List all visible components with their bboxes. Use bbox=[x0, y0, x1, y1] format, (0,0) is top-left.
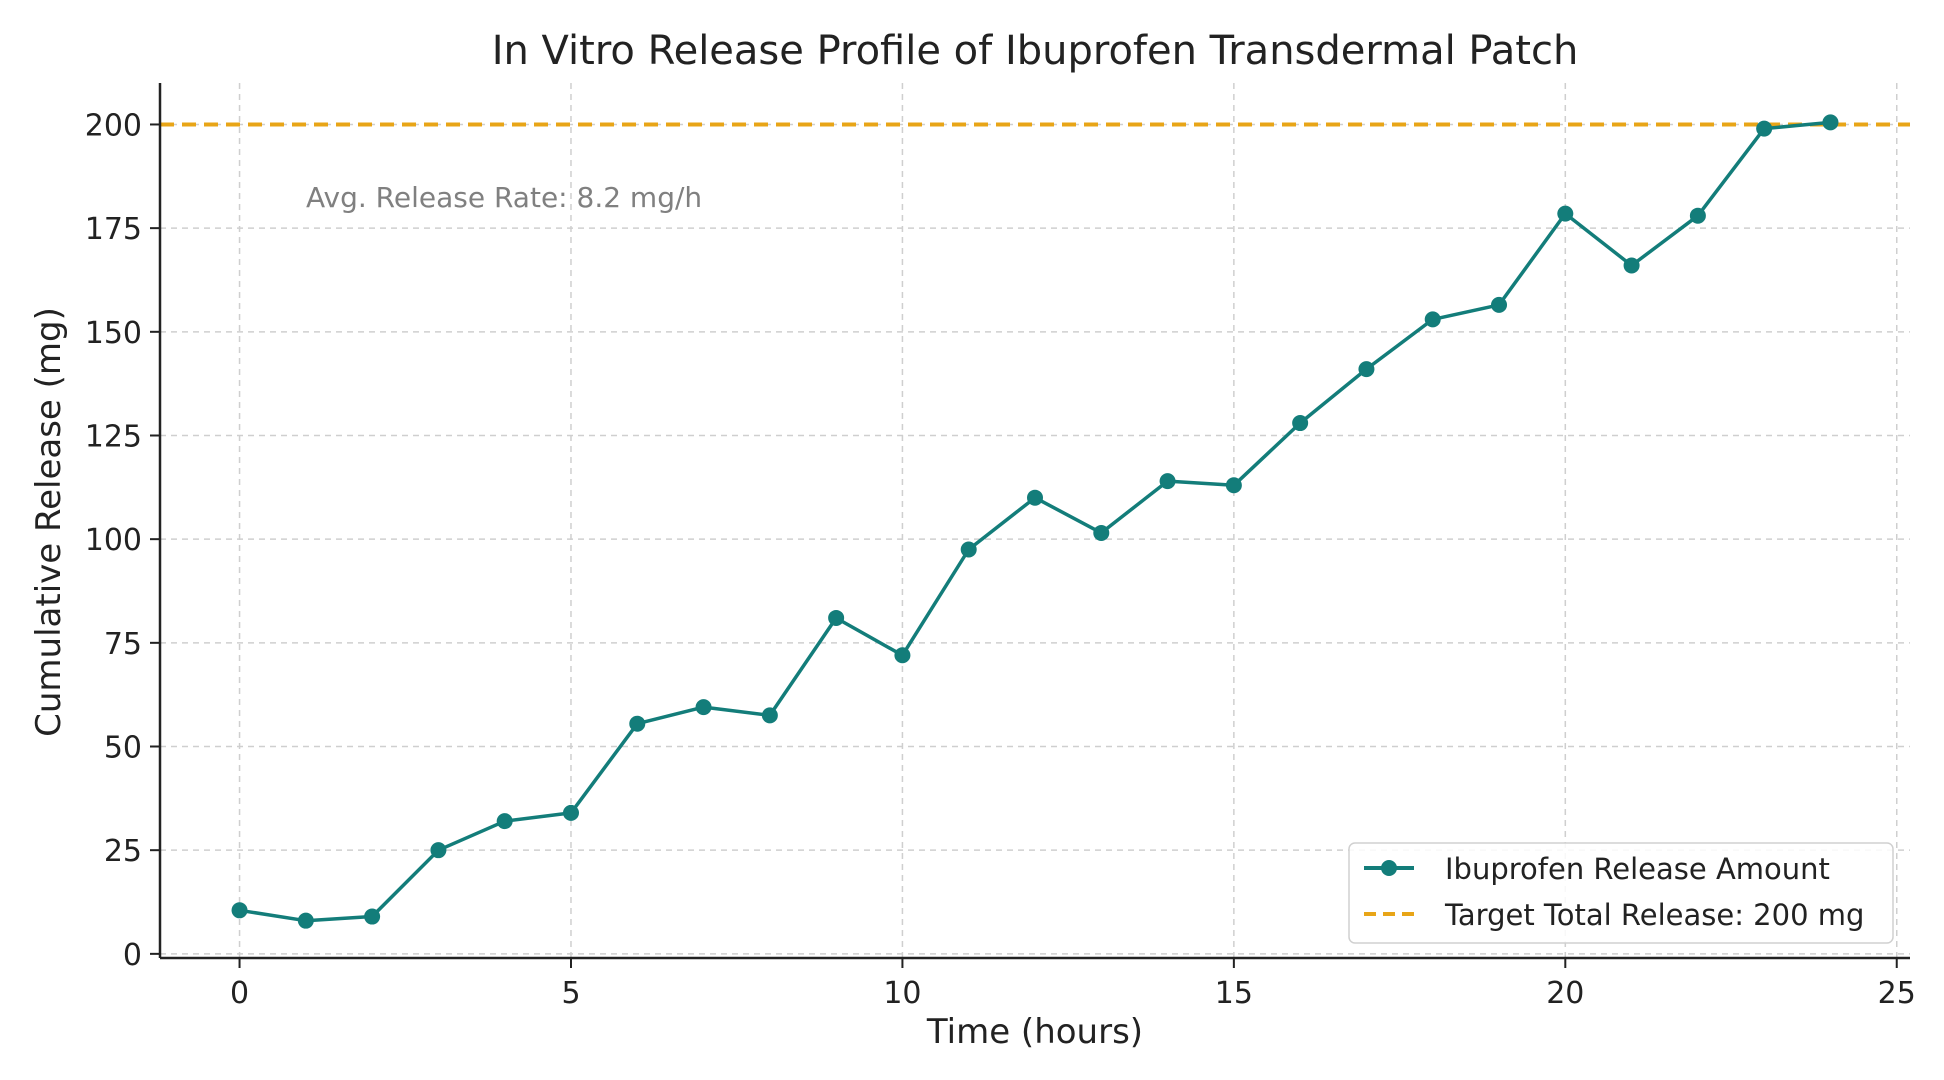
data-point bbox=[1689, 207, 1706, 224]
x-axis-label: Time (hours) bbox=[926, 1012, 1143, 1052]
x-tick-label: 5 bbox=[561, 976, 580, 1011]
data-point bbox=[1623, 257, 1640, 274]
x-tick-label: 15 bbox=[1215, 976, 1253, 1011]
data-point bbox=[1822, 114, 1839, 131]
data-point bbox=[1027, 489, 1043, 506]
tick-labels: 0 5 10 15 20 25 0 25 50 75 100 125 150 175 200 bbox=[85, 108, 1916, 1011]
y-axis-label: Cumulative Release (mg) bbox=[29, 307, 69, 737]
legend-series-marker-swatch bbox=[1381, 860, 1397, 876]
series-line bbox=[237, 120, 1833, 923]
data-point bbox=[695, 699, 712, 716]
data-point bbox=[828, 609, 845, 626]
data-point bbox=[1159, 473, 1176, 490]
data-point bbox=[430, 842, 447, 859]
data-point bbox=[1358, 361, 1375, 378]
y-tick-label: 200 bbox=[85, 108, 142, 143]
x-tick-label: 20 bbox=[1546, 976, 1584, 1011]
y-tick-label: 125 bbox=[85, 419, 142, 454]
data-point bbox=[1557, 205, 1574, 222]
data-point bbox=[562, 804, 579, 821]
data-point bbox=[496, 813, 513, 830]
y-tick-label: 75 bbox=[104, 627, 142, 662]
y-tick-label: 100 bbox=[85, 523, 142, 558]
series-layer bbox=[231, 114, 1839, 929]
data-point bbox=[1424, 311, 1441, 328]
data-point bbox=[894, 647, 911, 664]
data-point bbox=[1491, 296, 1508, 313]
x-tick-label: 10 bbox=[883, 976, 921, 1011]
x-tick-label: 25 bbox=[1878, 976, 1916, 1011]
data-point bbox=[960, 541, 977, 558]
data-point bbox=[1756, 120, 1773, 137]
data-point bbox=[297, 912, 314, 929]
data-point bbox=[1225, 477, 1242, 494]
avg-release-rate-annotation: Avg. Release Rate: 8.2 mg/h bbox=[306, 181, 702, 214]
x-tick-label: 0 bbox=[230, 976, 249, 1011]
legend-series-label: Ibuprofen Release Amount bbox=[1445, 852, 1830, 886]
y-tick-label: 175 bbox=[85, 212, 142, 247]
y-tick-label: 50 bbox=[104, 731, 142, 766]
grid bbox=[160, 83, 1910, 958]
data-point bbox=[231, 902, 248, 919]
axes bbox=[150, 83, 1910, 968]
legend-box bbox=[1348, 842, 1894, 944]
data-point bbox=[629, 715, 646, 732]
data-point bbox=[1292, 415, 1309, 432]
chart-title: In Vitro Release Profile of Ibuprofen Tr… bbox=[492, 28, 1579, 74]
y-tick-label: 0 bbox=[123, 938, 142, 973]
data-point bbox=[364, 908, 381, 925]
data-point bbox=[1093, 524, 1110, 541]
data-point bbox=[761, 707, 778, 724]
legend: Ibuprofen Release Amount Target Total Re… bbox=[1348, 842, 1894, 944]
y-tick-label: 150 bbox=[85, 316, 142, 351]
y-tick-label: 25 bbox=[104, 834, 142, 869]
legend-reference-label: Target Total Release: 200 mg bbox=[1444, 898, 1864, 932]
